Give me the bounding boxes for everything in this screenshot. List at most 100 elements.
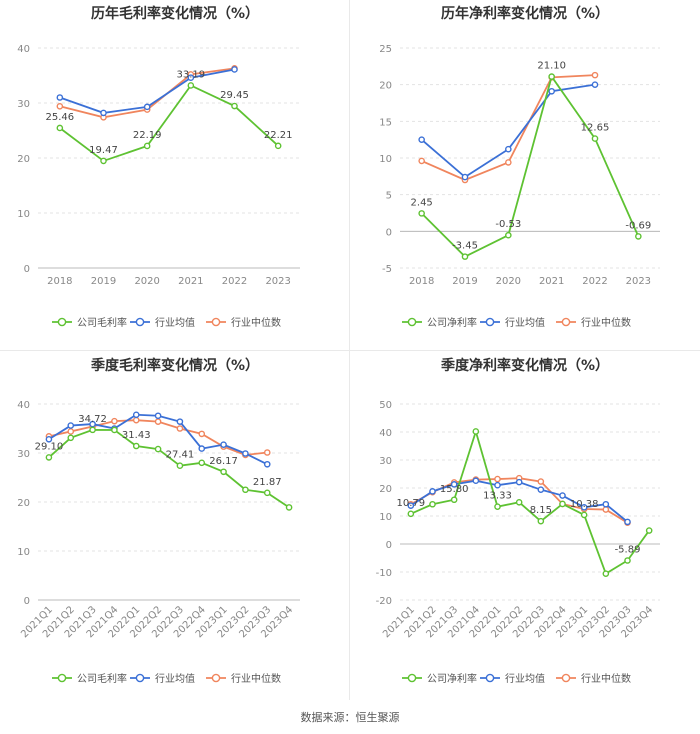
legend-item-industry-avg[interactable]: 行业均值: [130, 316, 195, 329]
legend-item-industry-avg[interactable]: 行业均值: [130, 672, 195, 685]
legend-item-industry-median[interactable]: 行业中位数: [206, 672, 281, 685]
x-tick-label: 2020: [496, 276, 521, 287]
x-tick-label: 2021: [178, 276, 203, 287]
legend-marker: [211, 317, 221, 327]
y-tick-label: 20: [379, 81, 392, 92]
data-label: 22.21: [264, 130, 293, 141]
y-tick-label: 15: [379, 117, 392, 128]
legend-label: 行业中位数: [581, 316, 631, 329]
data-source-note: 数据来源：恒生聚源: [300, 711, 400, 724]
y-tick-label: 20: [17, 498, 30, 509]
legend-item-industry-median[interactable]: 行业中位数: [556, 672, 631, 685]
y-tick-label: 40: [379, 428, 392, 439]
x-tick-label: 2022: [222, 276, 247, 287]
data-point-industry-avg: [591, 81, 599, 88]
legend-marker: [485, 317, 495, 327]
data-point-industry-median: [111, 417, 118, 425]
data-point-company: [450, 496, 458, 504]
y-tick-label: 30: [379, 456, 392, 467]
data-point-industry-avg: [45, 435, 53, 443]
quarterly-net-chart: 季度净利率变化情况（%）-20-10010203040502021Q12021Q…: [376, 357, 660, 685]
y-tick-label: 10: [17, 547, 30, 558]
y-tick-label: 5: [386, 191, 392, 202]
data-point-company: [591, 135, 599, 142]
data-label: 19.47: [89, 145, 118, 156]
data-point-industry-avg: [187, 74, 195, 81]
legend-item-company[interactable]: 公司毛利率: [52, 316, 127, 329]
quarterly-net-chart-panel: 季度净利率变化情况（%） -20 -10 0 10 20 30 40 50 2021Q1 2021Q…: [350, 352, 700, 702]
y-tick-label: -5: [382, 264, 392, 275]
data-label: 10.38: [570, 499, 599, 510]
data-point-company: [515, 498, 523, 506]
y-tick-label: -20: [376, 596, 392, 607]
y-tick-label: 0: [24, 596, 30, 607]
data-point-industry-avg: [407, 502, 415, 509]
x-tick-label: 2023: [265, 276, 290, 287]
legend-marker: [135, 673, 145, 683]
legend-label: 行业均值: [155, 316, 195, 329]
y-tick-label: 40: [17, 400, 30, 411]
data-point-industry-avg: [548, 87, 555, 95]
y-tick-label: 0: [24, 264, 30, 275]
data-point-company: [198, 459, 206, 467]
legend-marker: [57, 317, 67, 327]
data-label: 12.65: [581, 123, 610, 134]
annual-gross-chart-panel: 历年毛利率变化情况（%） 0 10 20 30 40 2018 2019 2020 2021 202…: [0, 0, 350, 350]
data-point-company: [407, 510, 415, 518]
data-point-company: [548, 73, 555, 80]
legend-item-company[interactable]: 公司毛利率: [52, 672, 127, 685]
data-point-industry-avg: [559, 492, 566, 499]
data-point-company: [45, 454, 53, 461]
data-point-industry-median: [176, 425, 184, 432]
data-point-industry-median: [154, 418, 162, 425]
data-label: 33.19: [177, 69, 206, 80]
legend-item-company[interactable]: 公司净利率: [402, 672, 477, 685]
data-point-industry-median: [537, 478, 545, 485]
data-point-company: [274, 142, 282, 150]
data-point-industry-avg: [263, 460, 271, 468]
data-point-company: [580, 511, 588, 519]
data-point-industry-avg: [154, 412, 162, 420]
legend-marker: [407, 317, 417, 327]
legend-label: 公司净利率: [427, 672, 477, 685]
data-point-industry-median: [591, 71, 599, 79]
series-line-company: [421, 74, 640, 258]
data-label: 26.17: [209, 456, 238, 467]
legend-label: 行业中位数: [231, 316, 281, 329]
y-tick-label: 10: [379, 154, 392, 165]
data-point-industry-avg: [624, 518, 631, 526]
series-line-company: [410, 428, 650, 576]
legend-item-company[interactable]: 公司净利率: [402, 316, 477, 329]
legend-item-industry-avg[interactable]: 行业均值: [480, 672, 545, 685]
legend-label: 行业均值: [505, 316, 545, 329]
data-point-industry-avg: [56, 94, 64, 101]
data-point-company: [624, 557, 631, 564]
data-point-company: [505, 231, 512, 239]
data-point-industry-avg: [537, 486, 545, 493]
chart-title: 历年毛利率变化情况（%）: [91, 5, 259, 22]
data-label: 2.45: [411, 197, 433, 208]
legend-label: 公司净利率: [427, 316, 477, 329]
legend-item-industry-avg[interactable]: 行业均值: [480, 316, 545, 329]
x-tick-label: 2020: [134, 276, 159, 287]
data-point-company: [89, 426, 96, 434]
horizontal-divider: [0, 350, 700, 351]
data-point-industry-avg: [580, 504, 588, 511]
data-label: 27.41: [166, 450, 195, 461]
legend-item-industry-median[interactable]: 行业中位数: [556, 316, 631, 329]
legend-label: 公司毛利率: [77, 316, 127, 329]
data-point-company: [494, 503, 501, 510]
y-tick-label: -10: [376, 568, 392, 579]
legend-marker: [135, 317, 145, 327]
legend-label: 行业均值: [155, 672, 195, 685]
data-point-industry-avg: [242, 450, 249, 457]
data-point-company: [242, 486, 249, 494]
data-label: 31.43: [122, 430, 151, 441]
series-line-company: [48, 428, 290, 509]
x-tick-label: 2018: [409, 276, 434, 287]
data-point-company: [187, 82, 195, 89]
legend-label: 行业中位数: [581, 672, 631, 685]
legend-marker: [485, 673, 495, 683]
legend-item-industry-median[interactable]: 行业中位数: [206, 316, 281, 329]
data-point-industry-avg: [494, 481, 501, 489]
